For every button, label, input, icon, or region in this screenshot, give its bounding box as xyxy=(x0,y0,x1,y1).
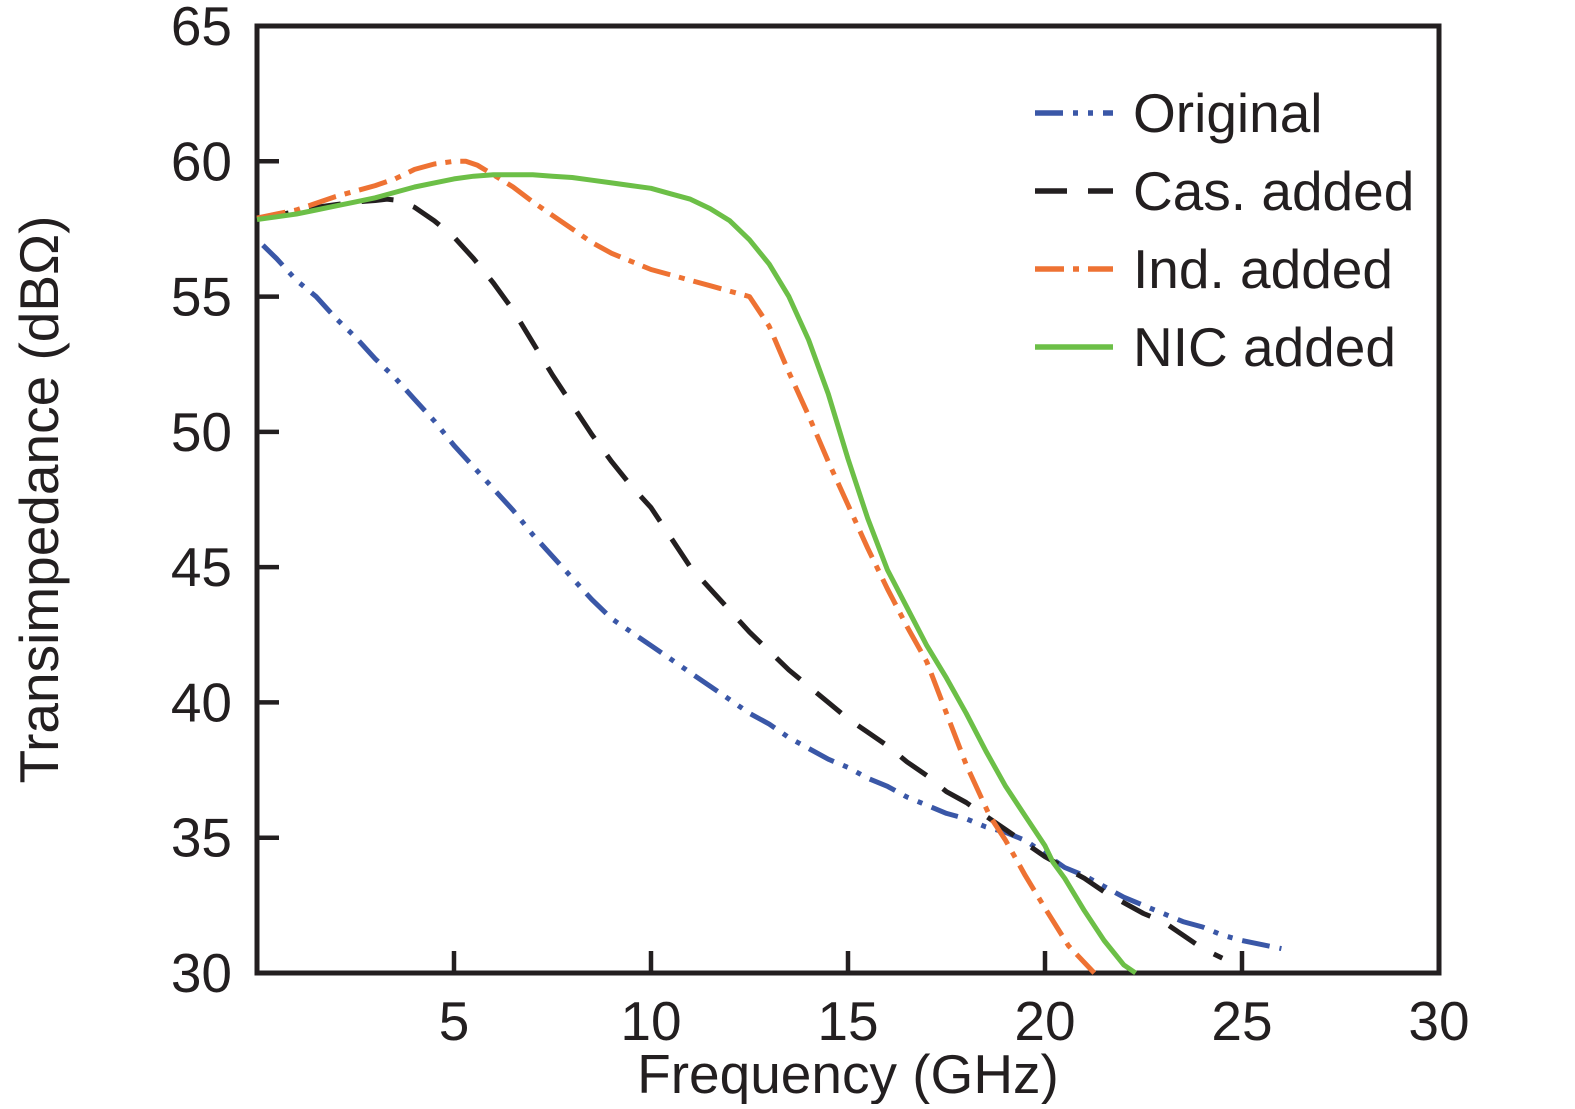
legend-label-nic-added: NIC added xyxy=(1133,316,1396,378)
x-axis-title: Frequency (GHz) xyxy=(637,1043,1059,1104)
x-tick-label-5: 5 xyxy=(439,990,470,1052)
y-tick-label-40: 40 xyxy=(171,671,232,733)
y-tick-label-55: 55 xyxy=(171,266,232,328)
x-tick-label-20: 20 xyxy=(1014,990,1075,1052)
y-tick-label-30: 30 xyxy=(171,942,232,1004)
y-tick-label-35: 35 xyxy=(171,807,232,869)
series-curve-nic-added xyxy=(256,172,1138,976)
series-curve-ind-added xyxy=(256,158,1097,975)
x-tick-label-30: 30 xyxy=(1408,990,1469,1052)
series-curve-original xyxy=(261,243,1282,952)
x-tick-label-10: 10 xyxy=(620,990,681,1052)
x-tick-label-15: 15 xyxy=(817,990,878,1052)
y-tick-label-45: 45 xyxy=(171,536,232,598)
y-tick-label-60: 60 xyxy=(171,130,232,192)
x-tick-label-25: 25 xyxy=(1211,990,1272,1052)
y-tick-label-50: 50 xyxy=(171,401,232,463)
legend-label-cas-added: Cas. added xyxy=(1133,160,1414,222)
series-curve-cas-added xyxy=(256,196,1224,961)
y-tick-label-65: 65 xyxy=(171,0,232,57)
legend-label-original: Original xyxy=(1133,82,1323,144)
legend-label-ind-added: Ind. added xyxy=(1133,238,1393,300)
y-axis-title: Transimpedance (dBΩ) xyxy=(8,216,70,784)
